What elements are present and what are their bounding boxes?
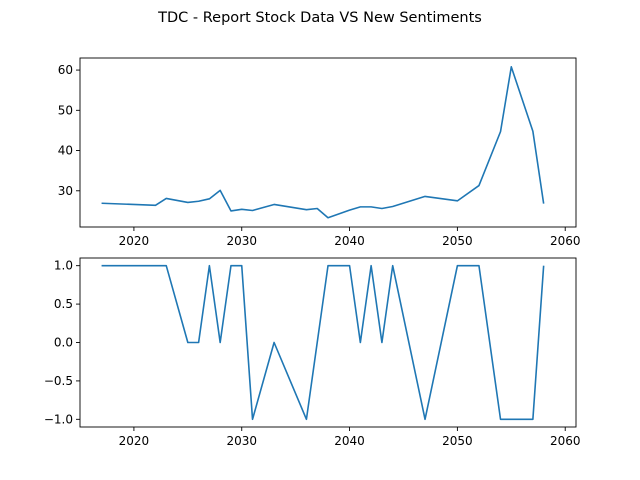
sentiment-x-tick-label: 2040 bbox=[334, 434, 365, 448]
stock-x-tick-label: 2020 bbox=[119, 234, 150, 248]
sentiment-panel: 2020 2030 2040 2050 2060 −1.0 −0.5 0.0 0.5 1.0 bbox=[44, 257, 581, 448]
stock-y-tick-label: 50 bbox=[58, 103, 73, 117]
figure-title: TDC - Report Stock Data VS New Sentiment… bbox=[157, 10, 482, 26]
stock-series-line bbox=[101, 66, 545, 219]
stock-x-tick-label: 2030 bbox=[226, 234, 257, 248]
stock-y-tick-label: 30 bbox=[58, 184, 73, 198]
sentiment-y-tick-label: −1.0 bbox=[44, 412, 73, 426]
sentiment-y-tick-label: 0.0 bbox=[54, 336, 73, 350]
sentiment-axes-frame bbox=[79, 257, 577, 428]
stock-y-tick-label: 60 bbox=[58, 63, 73, 77]
stock-x-tick-label: 2040 bbox=[334, 234, 365, 248]
stock-axes-frame bbox=[79, 57, 577, 228]
sentiment-y-tick-label: 0.5 bbox=[54, 297, 73, 311]
stock-price-panel: 2020 2030 2040 2050 2060 30 40 50 60 bbox=[58, 57, 581, 248]
stock-x-tick-label: 2060 bbox=[550, 234, 581, 248]
sentiment-series-line bbox=[101, 264, 545, 421]
stock-x-tick-label: 2050 bbox=[442, 234, 473, 248]
sentiment-x-tick-label: 2020 bbox=[119, 434, 150, 448]
sentiment-x-tick-label: 2030 bbox=[226, 434, 257, 448]
sentiment-x-tick-label: 2060 bbox=[550, 434, 581, 448]
sentiment-y-tick-label: 1.0 bbox=[54, 259, 73, 273]
stock-y-tick-label: 40 bbox=[58, 144, 73, 158]
sentiment-y-tick-label: −0.5 bbox=[44, 374, 73, 388]
sentiment-x-tick-label: 2050 bbox=[442, 434, 473, 448]
